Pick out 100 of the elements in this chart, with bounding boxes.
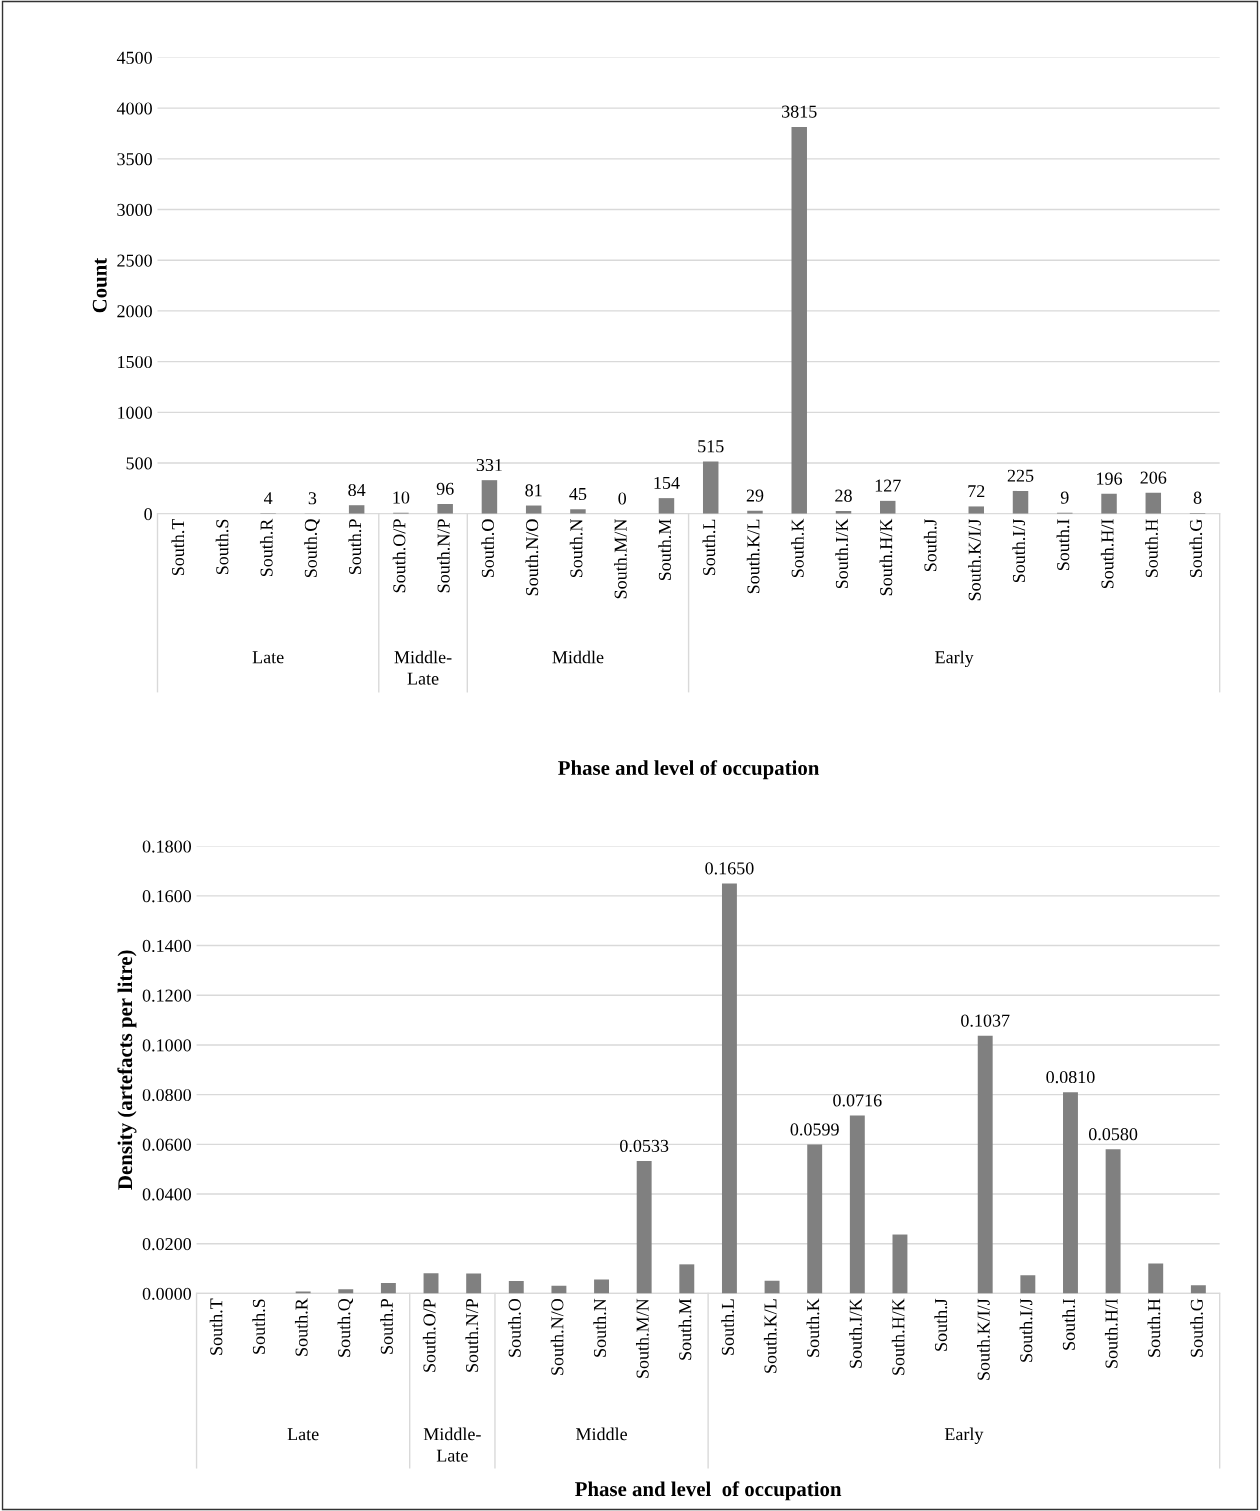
bar [849, 1115, 865, 1294]
data-label: 0.0533 [620, 1139, 669, 1153]
data-label: 4 [263, 492, 273, 505]
bar [338, 1289, 354, 1294]
x-tick-label: South.G [1189, 519, 1203, 578]
data-label: 8 [1193, 491, 1202, 504]
data-label: 72 [968, 485, 985, 498]
x-tick-label: South.O/P [392, 519, 406, 593]
data-label: 29 [746, 489, 764, 502]
x-tick-label: South.I/K [849, 1298, 862, 1368]
bar [423, 1273, 439, 1294]
x-tick-label: South.K/I/J [977, 1298, 990, 1380]
x-tick-label: South.K/I/J [968, 518, 981, 601]
x-tick-label: South.K/L [763, 1299, 777, 1373]
x-tick-label: South.Q [304, 518, 320, 578]
data-label: 196 [1097, 472, 1123, 485]
x-tick-label: South.M [678, 1298, 692, 1360]
data-label: 0 [618, 492, 627, 505]
text: Early [944, 1427, 984, 1445]
x-axis-title: Phase and level of occupation [575, 1481, 842, 1501]
x-tick-label: South.K/L [746, 519, 760, 594]
y-tick-label: 3000 [117, 203, 152, 216]
bar [892, 1234, 908, 1294]
bar [481, 480, 498, 514]
x-tick-label: South.N/O [550, 1299, 564, 1375]
x-tick-label: South.M/N [635, 1298, 649, 1378]
x-tick-label: South.I/J [1012, 518, 1026, 583]
data-label: 206 [1140, 471, 1167, 484]
x-tick-label: South.S [215, 519, 229, 575]
bar [1148, 1263, 1164, 1294]
bar [380, 1282, 396, 1294]
x-tick-label: South.L [721, 1299, 735, 1355]
x-tick-label: South.K [791, 518, 804, 578]
y-tick-label: 1500 [118, 355, 152, 369]
y-axis-title: Count [92, 257, 107, 313]
y-tick-label: 0.0400 [142, 1188, 192, 1201]
x-tick-label: South.N/P [436, 519, 450, 593]
text: Late [252, 651, 284, 664]
y-tick-label: 0.0800 [142, 1088, 192, 1102]
data-label: 0.0599 [790, 1123, 839, 1136]
bar [702, 461, 719, 514]
bar [807, 1144, 823, 1294]
x-tick-label: South.M/N [614, 519, 627, 599]
x-tick-label: South.H [1147, 1298, 1161, 1357]
bar [551, 1285, 567, 1294]
bar [679, 1264, 695, 1294]
x-tick-label: South.H [1145, 519, 1158, 578]
x-tick-label: South.I/K [835, 518, 849, 589]
bar [1145, 492, 1162, 514]
text: Early [935, 650, 974, 668]
x-tick-label: South.N/O [525, 519, 539, 596]
bar [508, 1280, 524, 1294]
x-tick-label: South.H/K [879, 518, 893, 596]
y-tick-label: 4500 [116, 51, 152, 64]
data-label: 127 [875, 479, 901, 492]
data-label: 0.1650 [705, 862, 754, 875]
text: Middle [575, 1427, 627, 1441]
x-tick-label: South.T [209, 1298, 223, 1355]
bar [570, 509, 586, 514]
bar [1063, 1092, 1078, 1294]
x-tick-label: South.I [1056, 519, 1070, 571]
x-tick-label: South.H/I [1104, 1298, 1118, 1368]
x-tick-label: South.K [806, 1298, 820, 1357]
data-label: 3815 [782, 105, 817, 118]
x-tick-label: South.P [380, 1299, 393, 1354]
text: Middle [552, 650, 604, 664]
data-label: 0.1037 [961, 1014, 1010, 1027]
x-tick-label: South.J [934, 1298, 948, 1351]
bar [968, 506, 985, 514]
bar [466, 1273, 482, 1294]
data-label: 28 [835, 489, 852, 502]
data-label: 0.0716 [833, 1094, 882, 1107]
x-tick-label: South.N [593, 1298, 607, 1357]
y-tick-label: 0.0200 [142, 1237, 192, 1251]
bar [1190, 1285, 1206, 1294]
bar [1105, 1149, 1121, 1294]
bar [348, 505, 365, 514]
bar [658, 498, 675, 514]
x-tick-label: South.H/I [1100, 519, 1114, 589]
bar [1012, 490, 1029, 514]
y-tick-label: 0.1000 [142, 1039, 192, 1052]
data-label: 154 [654, 476, 680, 489]
text: Middle- Late [423, 1427, 481, 1462]
x-tick-label: South.J [923, 518, 937, 572]
y-tick-label: 0.0600 [142, 1138, 192, 1151]
data-label: 515 [698, 440, 724, 453]
x-axis-title: Phase and level of occupation [558, 760, 820, 780]
data-label: 0.0580 [1088, 1128, 1138, 1141]
y-tick-label: 3500 [117, 153, 152, 166]
bar [977, 1035, 993, 1294]
bar [764, 1280, 780, 1294]
data-label: 9 [1060, 491, 1069, 504]
bar [1101, 493, 1117, 514]
x-tick-label: South.G [1190, 1298, 1203, 1357]
x-tick-label: South.Q [337, 1298, 354, 1357]
x-tick-label: South.T [171, 518, 185, 576]
x-tick-label: South.N [569, 519, 583, 578]
bar [437, 504, 453, 514]
data-label: 10 [393, 491, 410, 504]
x-tick-label: South.S [252, 1299, 266, 1354]
